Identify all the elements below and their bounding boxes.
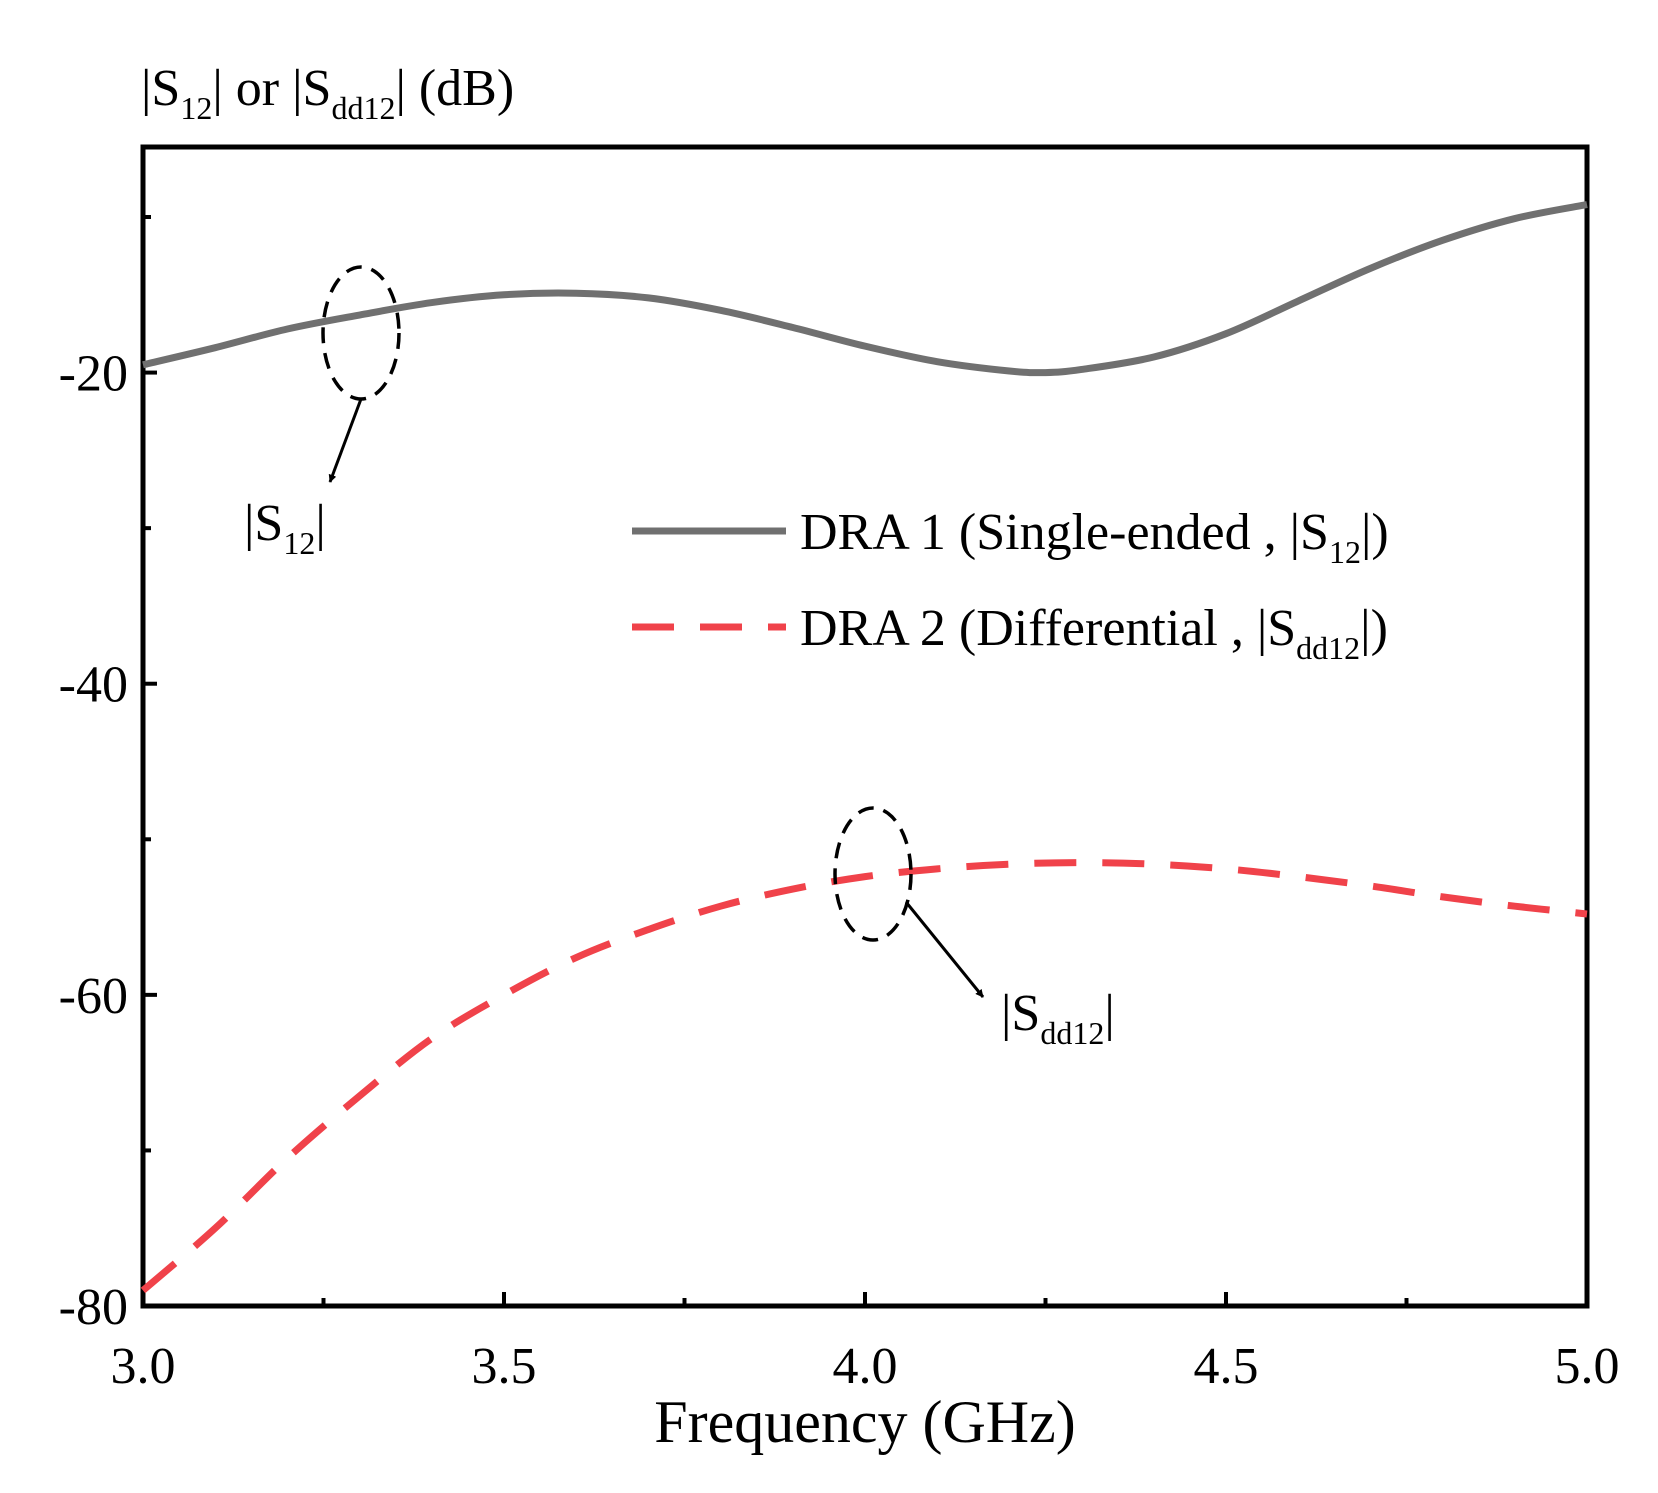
s12-annotation-arrow bbox=[328, 398, 363, 483]
legend-label-dra2: DRA 2 (Differential , |Sdd12|) bbox=[800, 600, 1388, 666]
x-tick-label: 3.0 bbox=[111, 1338, 176, 1395]
sdd12-annotation-ellipse bbox=[833, 806, 913, 942]
legend-label-dra1: DRA 1 (Single-ended , |S12|) bbox=[800, 504, 1389, 570]
x-tick-label: 3.5 bbox=[472, 1338, 537, 1395]
series-line-dra2 bbox=[140, 859, 1588, 1294]
axis-ticks bbox=[141, 215, 1589, 1308]
sdd12-annotation-label: |Sdd12| bbox=[1001, 985, 1115, 1051]
series-layer bbox=[140, 201, 1588, 1294]
y-tick-label: -20 bbox=[59, 346, 128, 403]
s12-annotation-ellipse bbox=[321, 265, 401, 401]
series-line-dra1 bbox=[142, 201, 1588, 377]
x-tick-label: 4.0 bbox=[833, 1338, 898, 1395]
y-tick-label: -60 bbox=[59, 968, 128, 1025]
y-tick-label: -40 bbox=[59, 657, 128, 714]
x-axis-title: Frequency (GHz) bbox=[654, 1389, 1076, 1455]
y-tick-label: -80 bbox=[59, 1279, 128, 1336]
y-axis-title: |S12| or |Sdd12| (dB) bbox=[141, 60, 514, 126]
plot-frame bbox=[140, 144, 1590, 1309]
x-tick-label: 5.0 bbox=[1555, 1338, 1620, 1395]
s12-annotation-label: |S12| bbox=[244, 495, 326, 561]
legend: DRA 1 (Single-ended , |S12|) DRA 2 (Diff… bbox=[632, 504, 1389, 666]
sdd12-annotation-arrow bbox=[904, 901, 985, 998]
axis-tick-labels: 3.0 3.5 4.0 4.5 5.0 -20 -40 -60 -80 bbox=[59, 346, 1620, 1395]
x-tick-label: 4.5 bbox=[1194, 1338, 1259, 1395]
